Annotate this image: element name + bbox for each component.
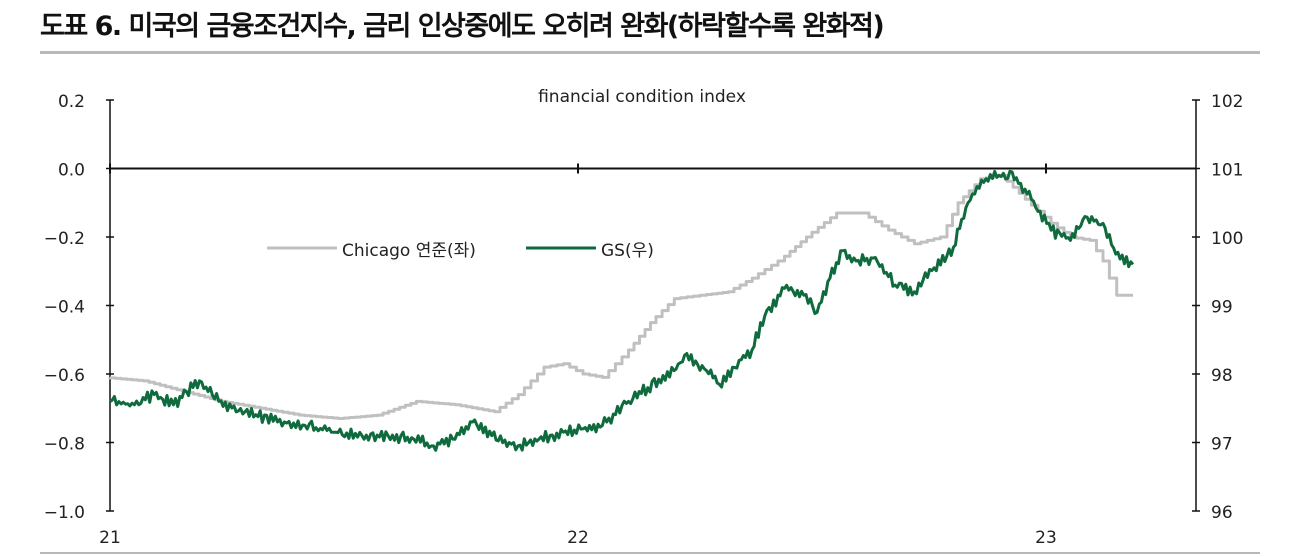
right-tick-label: 99 bbox=[1211, 298, 1233, 318]
left-tick-label: 0.2 bbox=[58, 92, 85, 112]
right-tick-label: 101 bbox=[1211, 161, 1243, 181]
x-tick-label: 21 bbox=[99, 528, 121, 548]
legend: Chicago 연준(좌) GS(우) bbox=[267, 241, 654, 261]
left-tick-label: −0.4 bbox=[44, 298, 85, 318]
series-line-gs bbox=[109, 169, 1135, 452]
right-tick-label: 100 bbox=[1211, 229, 1243, 249]
x-tick-label: 23 bbox=[1035, 528, 1057, 548]
bottom-rule bbox=[40, 552, 1260, 554]
axes: 0.2 0.0 −0.2 −0.4 −0.6 −0.8 −1.0 102 101 100 99 98 9… bbox=[44, 92, 1244, 548]
right-tick-label: 97 bbox=[1211, 435, 1233, 455]
right-tick-label: 96 bbox=[1211, 503, 1233, 523]
series-line-chicago bbox=[108, 173, 1133, 420]
left-tick-label: −0.2 bbox=[44, 229, 85, 249]
left-tick-label: 0.0 bbox=[58, 161, 85, 181]
legend-label-chicago: Chicago 연준(좌) bbox=[342, 241, 476, 261]
left-tick-label: −0.8 bbox=[44, 435, 85, 455]
legend-label-gs: GS(우) bbox=[601, 241, 654, 261]
left-tick-label: −1.0 bbox=[44, 503, 85, 523]
x-tick-label: 22 bbox=[567, 528, 589, 548]
left-tick-label: −0.6 bbox=[44, 366, 85, 386]
right-tick-label: 102 bbox=[1211, 92, 1243, 112]
figure-title: 도표 6. 미국의 금융조건지수, 금리 인상중에도 오히려 완화(하락할수록 … bbox=[40, 11, 885, 42]
right-tick-label: 98 bbox=[1211, 366, 1233, 386]
series-layer bbox=[108, 169, 1135, 452]
title-rule bbox=[40, 51, 1260, 54]
chart-title: financial condition index bbox=[538, 87, 746, 107]
